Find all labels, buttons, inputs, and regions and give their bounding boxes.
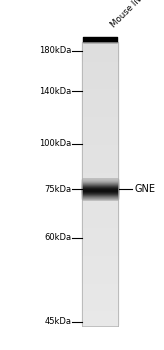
Text: 45kDa: 45kDa (44, 317, 71, 327)
Text: Mouse liver: Mouse liver (109, 0, 151, 30)
Text: 180kDa: 180kDa (39, 46, 71, 55)
Text: 75kDa: 75kDa (44, 184, 71, 194)
Text: GNE: GNE (134, 184, 155, 194)
Text: 100kDa: 100kDa (39, 139, 71, 148)
Text: 60kDa: 60kDa (44, 233, 71, 243)
Text: 140kDa: 140kDa (39, 86, 71, 96)
